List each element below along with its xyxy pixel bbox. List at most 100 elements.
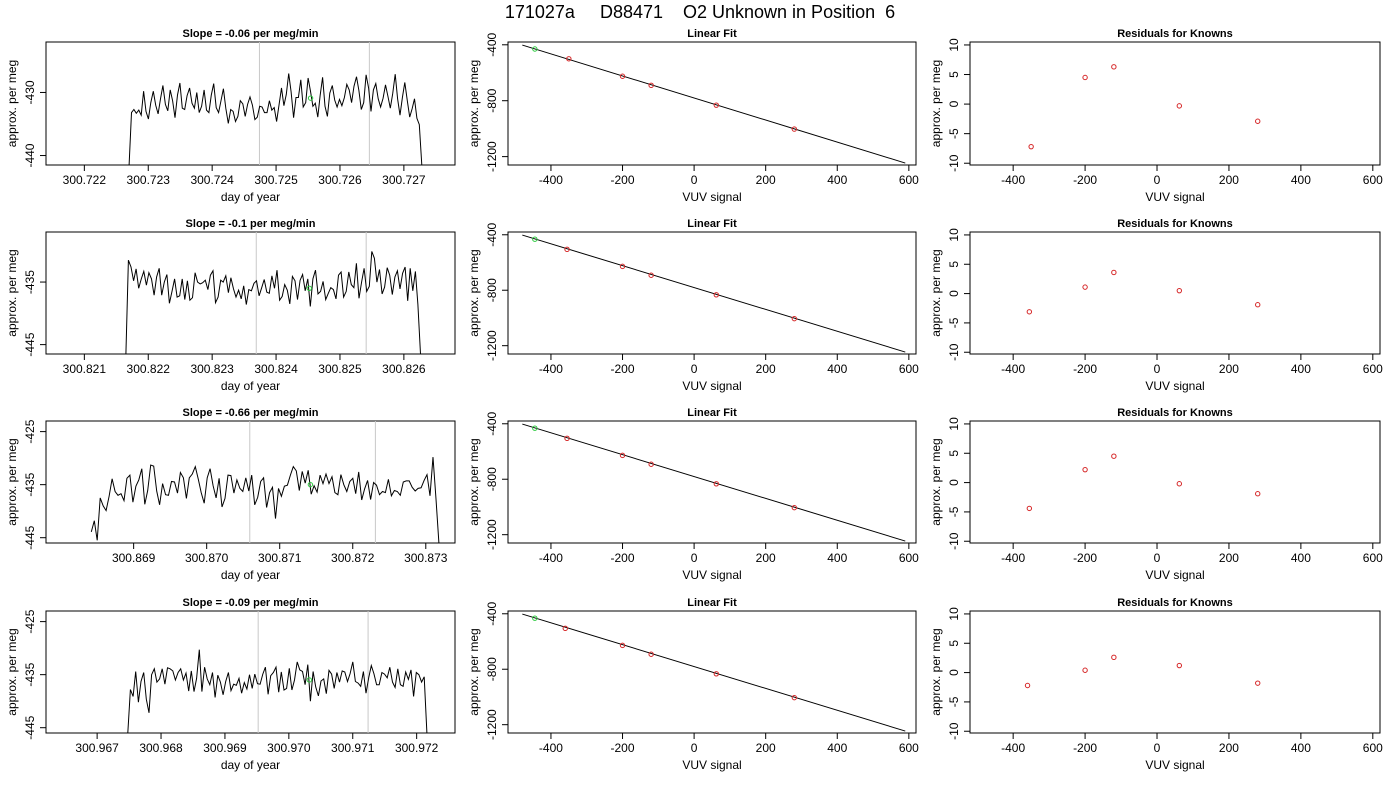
residual-point bbox=[1024, 682, 1031, 689]
x-tick-label: -200 bbox=[611, 173, 635, 187]
known-point bbox=[791, 315, 798, 322]
residual-point bbox=[1082, 74, 1088, 81]
x-tick-label: 400 bbox=[1291, 551, 1311, 565]
x-tick-label: 400 bbox=[1291, 741, 1311, 755]
x-tick-label: -200 bbox=[1073, 741, 1097, 755]
y-tick-label: 5 bbox=[947, 261, 961, 268]
x-tick-label: 0 bbox=[691, 362, 698, 376]
panel-2-1: Slope = -0.1 per meg/min day of year appro… bbox=[5, 218, 456, 393]
x-tick-label: 300.727 bbox=[382, 173, 426, 187]
fit-line bbox=[522, 423, 906, 542]
panel-4-2: Linear Fit VUV signal approx. per meg -400 -… bbox=[467, 597, 919, 772]
x-tick-label: -200 bbox=[1073, 173, 1097, 187]
x-tick-label: 300.871 bbox=[258, 551, 302, 565]
y-tick-label: 0 bbox=[947, 100, 961, 107]
y-tick-label: -425 bbox=[23, 419, 37, 443]
plot-data bbox=[522, 423, 906, 542]
panel-title: Residuals for Knowns bbox=[1117, 28, 1233, 40]
y-tick-label: -435 bbox=[23, 472, 37, 496]
data-trace bbox=[127, 649, 428, 733]
known-point bbox=[619, 73, 626, 79]
x-tick-label: 300.726 bbox=[318, 173, 362, 187]
plot-data bbox=[125, 232, 421, 354]
residual-point bbox=[1111, 64, 1117, 70]
x-axis-label: VUV signal bbox=[1145, 190, 1204, 204]
plot-data bbox=[1024, 654, 1261, 689]
x-axis-label: day of year bbox=[221, 190, 280, 204]
mean-point-marker bbox=[307, 95, 314, 101]
y-axis-label: approx. per meg bbox=[467, 249, 481, 336]
x-tick-label: 300.873 bbox=[404, 551, 448, 565]
y-tick-label: -5 bbox=[947, 317, 961, 328]
y-tick-label: -435 bbox=[23, 662, 37, 686]
x-tick-label: 600 bbox=[899, 741, 919, 755]
x-tick-label: 0 bbox=[1154, 362, 1161, 376]
data-trace bbox=[128, 73, 423, 165]
residual-point bbox=[1176, 481, 1183, 487]
y-tick-label: -435 bbox=[23, 270, 37, 294]
y-tick-label: -800 bbox=[485, 657, 499, 681]
x-tick-label: 600 bbox=[899, 362, 919, 376]
x-tick-label: 0 bbox=[1154, 551, 1161, 565]
x-tick-label: 600 bbox=[899, 173, 919, 187]
fit-line bbox=[522, 613, 906, 732]
residual-point bbox=[1111, 453, 1117, 459]
mean-point-marker bbox=[306, 285, 312, 292]
x-tick-label: 300.970 bbox=[267, 741, 311, 755]
x-tick-label: 600 bbox=[1363, 551, 1383, 565]
y-axis-label: approx. per meg bbox=[5, 249, 19, 336]
residual-point bbox=[1026, 505, 1033, 512]
plot-data bbox=[522, 44, 906, 164]
x-tick-label: -400 bbox=[1001, 551, 1025, 565]
known-point bbox=[713, 102, 719, 108]
residual-point bbox=[1111, 269, 1117, 276]
y-tick-label: 0 bbox=[947, 479, 961, 486]
x-tick-label: 300.971 bbox=[331, 741, 375, 755]
x-tick-label: 300.723 bbox=[127, 173, 171, 187]
known-point bbox=[648, 272, 654, 278]
known-point bbox=[562, 625, 568, 632]
panel-4-1: Slope = -0.09 per meg/min day of year appr… bbox=[5, 597, 456, 772]
residual-point bbox=[1082, 284, 1088, 290]
y-tick-label: -1200 bbox=[485, 709, 499, 740]
y-tick-label: -430 bbox=[23, 80, 37, 104]
known-point bbox=[791, 504, 798, 511]
x-tick-label: -200 bbox=[611, 741, 635, 755]
x-axis-label: day of year bbox=[221, 379, 280, 393]
x-tick-label: 400 bbox=[827, 362, 847, 376]
panel-2-2: Linear Fit VUV signal approx. per meg -400 -… bbox=[467, 218, 919, 393]
x-tick-label: 200 bbox=[1219, 362, 1239, 376]
panel-1-2: Linear Fit VUV signal approx. per meg -400 -… bbox=[467, 28, 919, 204]
y-tick-label: -1200 bbox=[485, 141, 499, 172]
x-tick-label: 200 bbox=[756, 551, 776, 565]
plot-data bbox=[127, 611, 428, 733]
y-axis-label: approx. per meg bbox=[929, 60, 943, 147]
y-tick-label: 0 bbox=[947, 290, 961, 297]
y-tick-label: -1200 bbox=[485, 330, 499, 361]
x-tick-label: 400 bbox=[1291, 173, 1311, 187]
x-tick-label: 0 bbox=[691, 173, 698, 187]
residual-point bbox=[1255, 302, 1261, 308]
y-tick-label: 10 bbox=[947, 607, 961, 621]
residual-point bbox=[1028, 143, 1034, 150]
panel-title: Residuals for Knowns bbox=[1117, 597, 1233, 609]
x-tick-label: -400 bbox=[539, 362, 563, 376]
page-title: 171027a D88471 O2 Unknown in Position 6 bbox=[504, 2, 896, 22]
x-tick-label: 600 bbox=[1363, 741, 1383, 755]
y-tick-label: -445 bbox=[23, 332, 37, 356]
plot-frame bbox=[45, 420, 456, 544]
panel-title: Slope = -0.06 per meg/min bbox=[182, 28, 318, 40]
y-tick-label: -10 bbox=[947, 154, 961, 172]
residual-point bbox=[1111, 654, 1117, 661]
y-tick-label: -445 bbox=[23, 525, 37, 549]
x-axis-label: VUV signal bbox=[1145, 568, 1204, 582]
y-tick-label: -440 bbox=[23, 143, 37, 167]
x-tick-label: 300.972 bbox=[395, 741, 439, 755]
known-point bbox=[713, 481, 719, 487]
x-tick-label: 200 bbox=[1219, 741, 1239, 755]
y-tick-label: 0 bbox=[947, 669, 961, 676]
x-tick-label: 400 bbox=[827, 551, 847, 565]
y-axis-label: approx. per meg bbox=[929, 628, 943, 715]
x-tick-label: -200 bbox=[1073, 551, 1097, 565]
x-tick-label: 300.824 bbox=[254, 362, 298, 376]
